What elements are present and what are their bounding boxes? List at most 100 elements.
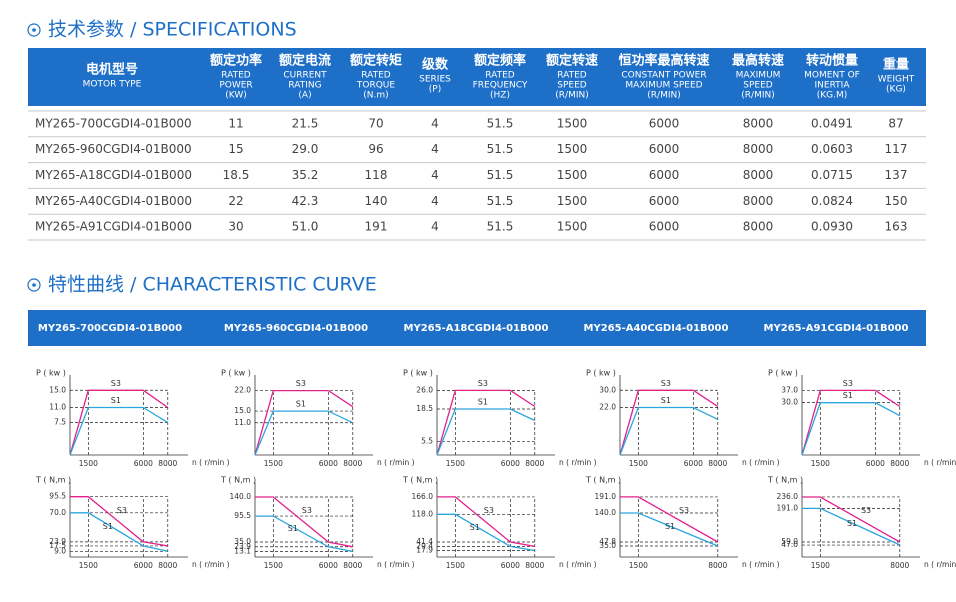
series-label: S3	[296, 379, 306, 388]
x-tick-label: 6000	[684, 459, 703, 468]
x-tick-label: 1500	[811, 459, 830, 468]
y-tick-label: 15.0	[49, 385, 66, 394]
curve-line	[436, 389, 536, 456]
table-cell: 51.5	[487, 194, 514, 208]
y-tick-label: 47.8	[599, 537, 616, 546]
header-en: MAXIMUM	[736, 71, 781, 81]
y-axis-label: T ( N,m )	[767, 476, 803, 485]
header-en: (HZ)	[490, 91, 510, 101]
x-tick-label: 8000	[708, 561, 727, 570]
header-cn: 额定功率	[210, 53, 262, 69]
table-cell: 163	[885, 220, 908, 234]
table-cell: 30	[228, 220, 243, 234]
model-banner	[28, 310, 926, 346]
y-tick-label: 15.0	[234, 406, 251, 415]
table-cell: 117	[885, 142, 908, 156]
header-cn: 最高转速	[732, 53, 784, 69]
curve-line	[254, 410, 354, 456]
title-icon-dot	[32, 283, 36, 287]
curve-line	[802, 496, 901, 543]
x-axis-label: n ( r/min )	[192, 458, 230, 467]
y-tick-label: 47.0	[781, 540, 798, 549]
curve-line	[254, 389, 354, 456]
x-tick-label: 1500	[629, 561, 648, 570]
table-cell: 51.5	[487, 168, 514, 182]
header-en: MOTOR TYPE	[83, 80, 142, 90]
header-en: (A)	[298, 91, 311, 101]
table-cell: 0.0715	[811, 168, 853, 182]
table-cell: 4	[431, 220, 439, 234]
table-cell: 4	[431, 142, 439, 156]
curve-line	[619, 389, 719, 456]
y-tick-label: 22.0	[234, 386, 251, 395]
x-axis-label: n ( r/min )	[924, 458, 956, 467]
table-cell: 22	[228, 194, 243, 208]
series-label: S1	[843, 391, 853, 400]
table-cell: 0.0930	[811, 220, 853, 234]
x-tick-label: 8000	[708, 459, 727, 468]
table-cell: 0.0824	[811, 194, 853, 208]
curve-line	[802, 507, 901, 546]
table-cell: 6000	[649, 142, 680, 156]
y-tick-label: 17.5	[49, 541, 66, 550]
header-en: MOMENT OF	[804, 71, 860, 81]
series-label: S1	[661, 396, 671, 405]
table-cell: 6000	[649, 168, 680, 182]
x-tick-label: 1500	[79, 561, 98, 570]
header-en: RATED	[361, 71, 391, 81]
model-name: MY265-A18CGDI4-01B000	[404, 323, 549, 334]
series-label: S1	[288, 524, 298, 533]
header-en: MAXIMUM SPEED	[625, 81, 702, 91]
series-label: S3	[117, 506, 127, 515]
table-cell: 6000	[649, 116, 680, 130]
x-tick-label: 6000	[134, 561, 153, 570]
x-tick-label: 1500	[811, 561, 830, 570]
y-tick-label: 140.0	[230, 492, 252, 501]
table-cell: MY265-A91CGDI4-01B000	[35, 220, 192, 234]
x-tick-label: 1500	[629, 459, 648, 468]
table-cell: 137	[885, 168, 908, 182]
y-axis-label: P ( kw )	[403, 369, 433, 378]
y-tick-label: 26.0	[416, 385, 433, 394]
y-tick-label: 23.9	[234, 542, 251, 551]
header-en: CURRENT	[283, 71, 327, 81]
table-cell: 4	[431, 194, 439, 208]
header-en: (P)	[429, 85, 441, 95]
series-label: S3	[111, 379, 121, 388]
table-cell: 8000	[743, 142, 774, 156]
y-tick-label: 11.0	[234, 418, 251, 427]
header-cn: 转动惯量	[806, 53, 858, 69]
curve-line	[620, 496, 719, 543]
header-en: (KW)	[225, 91, 247, 101]
series-label: S3	[478, 379, 488, 388]
y-tick-label: 7.5	[54, 418, 66, 427]
curve-line	[437, 496, 535, 548]
header-en: TORQUE	[356, 81, 396, 91]
y-tick-label: 30.0	[781, 398, 798, 407]
x-tick-label: 8000	[343, 459, 362, 468]
series-label: S1	[665, 522, 675, 531]
header-cn: 额定电流	[279, 53, 331, 69]
y-tick-label: 9.0	[54, 546, 66, 555]
y-tick-label: 140.0	[595, 508, 617, 517]
y-tick-label: 191.0	[595, 492, 617, 501]
y-axis-label: T ( N,m )	[220, 476, 256, 485]
y-axis-label: T ( N,m )	[585, 476, 621, 485]
x-tick-label: 6000	[319, 459, 338, 468]
y-tick-label: 41.4	[416, 537, 433, 546]
y-tick-label: 95.5	[234, 511, 251, 520]
model-name: MY265-A91CGDI4-01B000	[764, 323, 909, 334]
header-en: WEIGHT	[878, 75, 915, 85]
x-axis-label: n ( r/min )	[377, 458, 415, 467]
table-cell: 8000	[743, 168, 774, 182]
table-cell: 51.5	[487, 116, 514, 130]
table-cell: 6000	[649, 220, 680, 234]
header-en: RATING	[288, 81, 321, 91]
series-label: S1	[847, 519, 857, 528]
title-icon	[27, 278, 41, 292]
table-cell: 1500	[557, 142, 588, 156]
curve-line	[70, 496, 168, 547]
y-tick-label: 5.5	[421, 436, 433, 445]
x-tick-label: 6000	[866, 459, 885, 468]
header-en: SERIES	[419, 75, 451, 85]
